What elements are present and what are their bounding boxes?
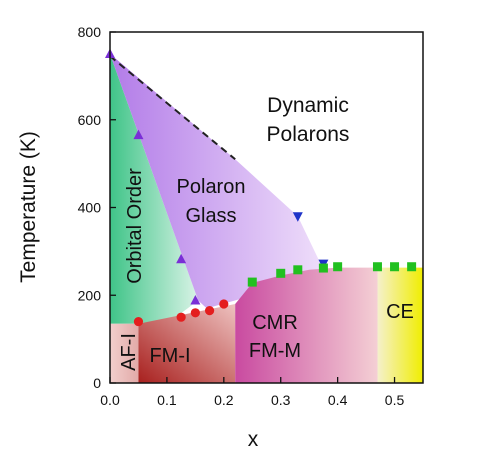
- data-point-square-4: [333, 262, 343, 272]
- data-point-square-6: [390, 262, 400, 272]
- x-axis-title: x: [248, 428, 259, 451]
- data-point-circle-2: [190, 308, 200, 318]
- data-point-square-5: [372, 262, 382, 272]
- annotation-polaron: Polaron: [177, 176, 246, 198]
- annotation-af-i: AF-I: [118, 333, 140, 371]
- annotation-ce: CE: [386, 301, 414, 323]
- annotation-fm-m: FM-M: [249, 340, 301, 362]
- annotation-fm-i: FM-I: [149, 345, 190, 367]
- data-point-circle-0: [133, 316, 144, 327]
- phase-regions: [110, 53, 423, 383]
- y-tick-label: 0: [93, 375, 101, 391]
- data-point-square-1: [276, 268, 286, 278]
- data-point-square-0: [247, 277, 257, 287]
- region-af-i: [110, 323, 139, 383]
- annotation-cmr: CMR: [252, 312, 298, 334]
- region-ce: [377, 267, 423, 383]
- data-point-square-3: [318, 263, 328, 273]
- y-axis-title: Temperature (K): [17, 131, 40, 283]
- data-point-square-2: [293, 265, 303, 275]
- data-point-triangle-up-3: [190, 295, 201, 305]
- region-cmr-fm-m: [235, 267, 378, 383]
- annotation-orbital-order: Orbital Order: [124, 168, 146, 284]
- data-point-triangle-down-0: [292, 212, 303, 222]
- data-point-triangle-up-1: [133, 129, 144, 140]
- y-tick-label: 600: [78, 112, 102, 128]
- x-tick-label: 0.2: [214, 392, 234, 408]
- axis-ticks: 0.0 0.1 0.2 0.3 0.4 0.5 0 200 400 600 800: [78, 24, 405, 408]
- y-tick-label: 400: [78, 200, 102, 216]
- x-tick-label: 0.1: [157, 392, 177, 408]
- x-tick-label: 0.0: [100, 392, 120, 408]
- region-polaron-glass: [110, 53, 332, 309]
- data-point-circle-1: [176, 312, 186, 322]
- x-tick-label: 0.5: [385, 392, 405, 408]
- data-point-circle-3: [204, 306, 215, 316]
- data-point-triangle-up-2: [176, 253, 187, 264]
- y-tick-label: 200: [78, 287, 102, 303]
- dashed-boundary-line: [109, 55, 236, 161]
- data-point-square-7: [407, 262, 417, 272]
- data-markers: [105, 48, 417, 327]
- dashed-boundary: [109, 55, 236, 161]
- x-tick-label: 0.3: [271, 392, 291, 408]
- data-point-circle-4: [219, 299, 229, 309]
- x-tick-label: 0.4: [328, 392, 348, 408]
- annotation-glass: Glass: [185, 205, 236, 227]
- region-fm-i: [138, 304, 236, 383]
- annotation-polarons: Polarons: [267, 123, 350, 146]
- annotation-dynamic: Dynamic: [267, 94, 349, 117]
- region-orbital-order: [110, 53, 199, 324]
- y-tick-label: 800: [78, 24, 102, 40]
